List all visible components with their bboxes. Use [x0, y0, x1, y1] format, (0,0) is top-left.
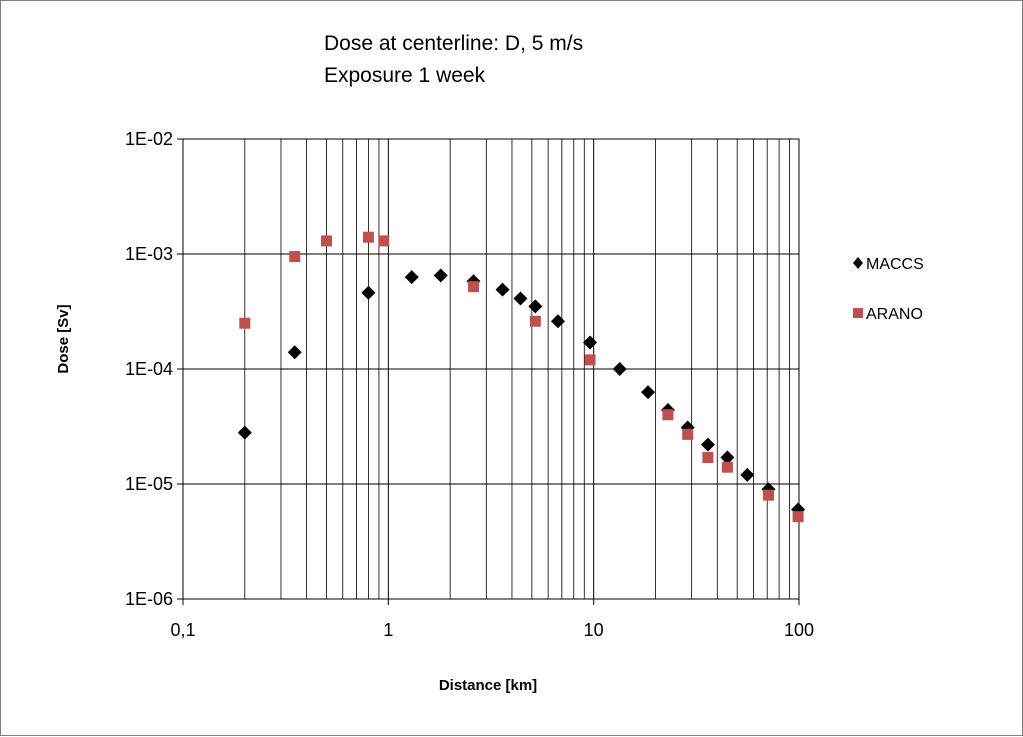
data-point-arano	[321, 235, 333, 247]
legend-marker-maccs	[853, 257, 863, 269]
legend-item-arano: ARANO	[853, 306, 923, 323]
x-tick-label: 0,1	[170, 620, 195, 640]
y-axis-label: Dose [Sv]	[55, 304, 72, 373]
legend-label-maccs: MACCS	[866, 256, 924, 273]
data-point-arano	[362, 231, 374, 243]
y-tick-label: 1E-04	[125, 359, 173, 379]
marker-layer	[237, 231, 806, 523]
legend-item-maccs: MACCS	[853, 256, 924, 273]
y-tick-label: 1E-06	[125, 589, 173, 609]
data-point-maccs	[612, 362, 627, 376]
data-point-maccs	[740, 467, 755, 482]
x-tick-label: 100	[784, 620, 814, 640]
data-point-arano	[468, 281, 480, 293]
data-point-maccs	[791, 502, 806, 517]
data-point-arano	[584, 354, 596, 366]
data-point-maccs	[237, 425, 252, 440]
data-point-arano	[721, 461, 733, 473]
data-point-maccs	[495, 282, 510, 297]
x-tick-label: 10	[584, 620, 604, 640]
data-point-maccs	[433, 268, 448, 283]
data-point-arano	[662, 409, 674, 421]
y-tick-label: 1E-02	[125, 129, 173, 149]
data-point-arano	[762, 489, 774, 501]
y-tick-label: 1E-05	[125, 474, 173, 494]
data-point-arano	[239, 317, 251, 329]
data-point-maccs	[528, 299, 543, 314]
y-tick-label: 1E-03	[125, 244, 173, 264]
x-axis-label: Distance [km]	[439, 677, 537, 694]
grid-layer	[183, 139, 799, 599]
data-point-arano	[682, 428, 694, 440]
x-tick-label: 1	[383, 620, 393, 640]
chart-title-line-2: Exposure 1 week	[324, 64, 486, 87]
data-point-maccs	[720, 450, 735, 465]
data-point-maccs	[361, 285, 376, 300]
data-point-arano	[529, 315, 541, 327]
data-point-maccs	[550, 314, 565, 329]
data-point-arano	[702, 451, 714, 463]
data-point-arano	[289, 251, 301, 263]
data-point-maccs	[404, 270, 419, 285]
data-point-maccs	[583, 335, 598, 350]
legend-marker-arano	[853, 308, 863, 318]
data-point-arano	[792, 511, 804, 523]
tick-label-layer: 0,1 1 10 100 1E-06 1E-05 1E-04 1E-03 1E-02	[125, 129, 814, 640]
data-point-maccs	[513, 291, 528, 306]
data-point-maccs	[700, 437, 715, 452]
legend: MACCS ARANO	[853, 256, 924, 323]
data-point-maccs	[641, 385, 656, 400]
data-point-maccs	[287, 345, 302, 360]
legend-label-arano: ARANO	[866, 306, 923, 323]
chart-title-line-1: Dose at centerline: D, 5 m/s	[324, 32, 584, 55]
data-point-arano	[378, 235, 390, 247]
